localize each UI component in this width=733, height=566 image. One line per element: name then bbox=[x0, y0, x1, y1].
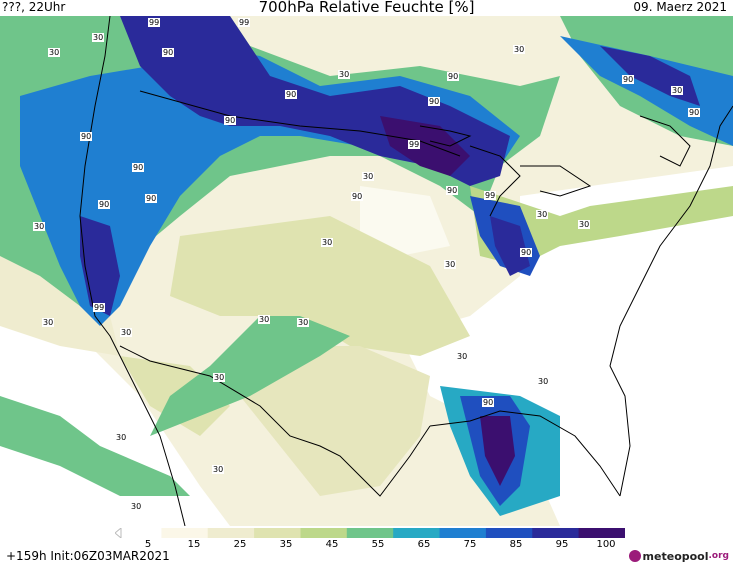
contour-label: 90 bbox=[98, 200, 111, 209]
contour-label: 30 bbox=[48, 48, 61, 57]
contour-label: 90 bbox=[482, 398, 495, 407]
scale-tick: 55 bbox=[371, 539, 385, 550]
run-info: +159h Init:06Z03MAR2021 bbox=[6, 549, 170, 563]
humid-band-arizona bbox=[150, 316, 350, 436]
scale-tick: 85 bbox=[509, 539, 523, 550]
east-coastline bbox=[609, 105, 733, 497]
contour-label: 30 bbox=[456, 352, 469, 361]
contour-label: 30 bbox=[213, 373, 226, 382]
scale-segment bbox=[439, 528, 487, 538]
contour-label: 30 bbox=[513, 45, 526, 54]
scale-segment bbox=[300, 528, 348, 538]
header-bar: ???, 22Uhr 700hPa Relative Feuchte [%] 0… bbox=[0, 0, 733, 16]
contour-label: 90 bbox=[145, 194, 158, 203]
lake-superior bbox=[419, 125, 472, 147]
contour-label: 30 bbox=[212, 465, 225, 474]
color-scale bbox=[115, 528, 625, 538]
humid-area-maritime bbox=[560, 36, 733, 146]
contour-label: 30 bbox=[671, 86, 684, 95]
contour-label: 90 bbox=[351, 192, 364, 201]
dry-area-east bbox=[400, 166, 733, 526]
contour-label: 30 bbox=[536, 210, 549, 219]
contour-label: 30 bbox=[42, 318, 55, 327]
lake-michigan bbox=[469, 145, 521, 217]
map-title: 700hPa Relative Feuchte [%] bbox=[258, 0, 475, 16]
contour-label: 30 bbox=[444, 260, 457, 269]
scale-tick: 45 bbox=[325, 539, 339, 550]
contour-label: 30 bbox=[578, 220, 591, 229]
contour-label: 99 bbox=[93, 303, 106, 312]
contour-label: 90 bbox=[520, 248, 533, 257]
us-canada-border bbox=[139, 90, 461, 157]
contour-label: 30 bbox=[120, 328, 133, 337]
saturated-core-mississippi bbox=[490, 216, 530, 276]
moist-band-southwest bbox=[240, 346, 430, 496]
scale-tick: 5 bbox=[144, 539, 152, 550]
contour-label: 90 bbox=[688, 108, 701, 117]
scale-tick: 35 bbox=[279, 539, 293, 550]
scale-segment bbox=[346, 528, 394, 538]
contour-label: 30 bbox=[130, 502, 143, 511]
contour-label: 30 bbox=[338, 70, 351, 79]
scale-segment bbox=[393, 528, 441, 538]
contour-label: 90 bbox=[80, 132, 93, 141]
contour-label: 30 bbox=[115, 433, 128, 442]
brand-name: meteopool bbox=[642, 549, 709, 563]
contour-label: 90 bbox=[447, 72, 460, 81]
scale-tick: 95 bbox=[555, 539, 569, 550]
contour-label: 30 bbox=[33, 222, 46, 231]
gulf-coastline bbox=[429, 410, 621, 497]
scale-segment bbox=[161, 528, 209, 538]
contour-label: 90 bbox=[428, 97, 441, 106]
scale-segment bbox=[485, 528, 533, 538]
brand-logo[interactable]: meteopool .org bbox=[628, 548, 729, 564]
scale-tick: 65 bbox=[417, 539, 431, 550]
valid-time-label: ???, 22Uhr bbox=[2, 0, 66, 14]
valid-date-label: 09. Maerz 2021 bbox=[633, 0, 727, 14]
contour-label: 99 bbox=[484, 191, 497, 200]
scale-tick: 75 bbox=[463, 539, 477, 550]
map-canvas bbox=[0, 16, 733, 526]
brand-dot-icon bbox=[628, 550, 641, 562]
contour-label: 90 bbox=[224, 116, 237, 125]
contour-label: 90 bbox=[285, 90, 298, 99]
scale-segment bbox=[115, 528, 162, 538]
contour-label: 99 bbox=[148, 18, 161, 27]
saturated-core-gulf bbox=[480, 416, 515, 486]
contour-label: 90 bbox=[446, 186, 459, 195]
contour-label: 30 bbox=[362, 172, 375, 181]
contour-label: 30 bbox=[297, 318, 310, 327]
contour-label: 90 bbox=[132, 163, 145, 172]
scale-segment bbox=[532, 528, 580, 538]
humidity-map bbox=[0, 16, 733, 526]
scale-min-arrow bbox=[115, 528, 122, 538]
contour-label: 99 bbox=[238, 18, 251, 27]
contour-label: 90 bbox=[162, 48, 175, 57]
scale-tick: 25 bbox=[233, 539, 247, 550]
brand-tld: .org bbox=[708, 551, 729, 561]
contour-label: 30 bbox=[537, 377, 550, 386]
dry-area-pacific bbox=[0, 316, 230, 526]
dry-area-plains bbox=[360, 186, 450, 256]
moist-band-central bbox=[170, 216, 470, 356]
moist-band-coast bbox=[0, 246, 120, 356]
contour-label: 99 bbox=[408, 140, 421, 149]
us-mexico-border bbox=[119, 345, 431, 497]
newfoundland-coast bbox=[639, 115, 691, 167]
contour-label: 30 bbox=[258, 315, 271, 324]
scale-segment bbox=[578, 528, 625, 538]
scale-tick: 15 bbox=[187, 539, 201, 550]
scale-tick: 100 bbox=[596, 539, 616, 550]
scale-segment bbox=[254, 528, 301, 538]
west-coastline bbox=[79, 16, 186, 526]
scale-segment bbox=[207, 528, 255, 538]
lake-huron-erie bbox=[520, 165, 592, 197]
saturated-core-lakes bbox=[380, 116, 470, 176]
borders bbox=[79, 16, 733, 526]
contour-label: 90 bbox=[622, 75, 635, 84]
contour-label: 30 bbox=[321, 238, 334, 247]
scale-tick-labels: 5 15 25 35 45 55 65 75 85 95 100 bbox=[0, 539, 733, 553]
humid-band-baja bbox=[0, 396, 190, 496]
contour-label: 30 bbox=[92, 33, 105, 42]
